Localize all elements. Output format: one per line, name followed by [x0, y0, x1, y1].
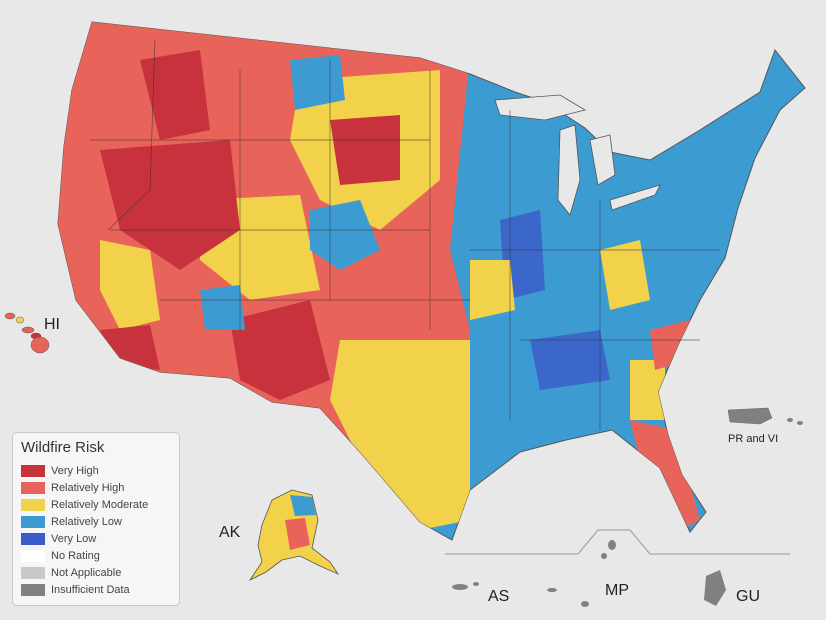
state-boundaries	[90, 39, 720, 430]
legend-title: Wildfire Risk	[21, 439, 105, 456]
legend-swatch	[21, 481, 45, 494]
legend-label: Not Applicable	[51, 566, 122, 579]
legend-label: Relatively Moderate	[51, 498, 149, 511]
legend-item: Relatively Moderate	[21, 496, 179, 513]
pr-vi-label: PR and VI	[728, 433, 779, 445]
legend-swatch	[21, 549, 45, 562]
dakota-very-high-region	[330, 115, 400, 185]
northwest-very-high-region	[140, 50, 210, 140]
lake-michigan	[557, 124, 581, 216]
legend-swatch	[21, 532, 45, 545]
legend-item: Relatively High	[21, 479, 179, 496]
legend-label: Very High	[51, 464, 99, 477]
gu-label: GU	[736, 588, 760, 605]
arkansas-moderate-region	[470, 260, 515, 320]
legend-swatch	[21, 583, 45, 596]
legend-label: Insufficient Data	[51, 583, 130, 596]
puerto-rico	[727, 407, 773, 425]
lake-erie	[609, 184, 661, 211]
legend-item: Not Applicable	[21, 564, 179, 581]
socal-very-high-region	[100, 325, 160, 370]
southwest-very-high-region	[230, 300, 330, 400]
legend-swatch	[21, 515, 45, 528]
legend-item: Insufficient Data	[21, 581, 179, 598]
mariana-islands	[581, 540, 616, 607]
legend: Wildfire Risk Very High Relatively High Re…	[12, 432, 180, 606]
legend-swatch	[21, 464, 45, 477]
legend-label: Relatively High	[51, 481, 125, 494]
rockies-low-region	[310, 200, 380, 270]
florida-high-region	[630, 420, 700, 530]
mp-label: MP	[605, 582, 629, 599]
legend-label: No Rating	[51, 549, 100, 562]
alaska-high-region	[285, 518, 310, 550]
arizona-low-region	[200, 285, 245, 330]
virgin-islands	[787, 418, 793, 422]
legend-item: No Rating	[21, 547, 179, 564]
california-moderate-region	[100, 240, 160, 330]
lake-huron	[589, 134, 616, 186]
appalachia-moderate-region	[600, 240, 650, 310]
legend-label: Very Low	[51, 532, 97, 545]
lake-superior	[494, 94, 587, 121]
legend-items: Very High Relatively High Relatively Moder…	[21, 462, 179, 598]
hawaii-islands	[4, 312, 50, 354]
legend-swatch	[21, 566, 45, 579]
legend-label: Relatively Low	[51, 515, 122, 528]
intermountain-very-high-region	[100, 140, 240, 270]
american-samoa-islands	[452, 582, 557, 592]
legend-item: Very High	[21, 462, 179, 479]
legend-item: Relatively Low	[21, 513, 179, 530]
legend-item: Very Low	[21, 530, 179, 547]
guam	[704, 570, 726, 606]
as-label: AS	[488, 588, 510, 605]
north-plains-low-region	[290, 55, 345, 110]
legend-swatch	[21, 498, 45, 511]
alaska-low-region	[290, 495, 316, 516]
georgia-moderate-region	[630, 360, 665, 420]
ak-label: AK	[219, 524, 241, 541]
inset-divider	[445, 529, 790, 555]
hi-label: HI	[44, 316, 60, 333]
southeast-very-low-region	[530, 330, 610, 390]
texas-moderate-region	[330, 340, 470, 530]
